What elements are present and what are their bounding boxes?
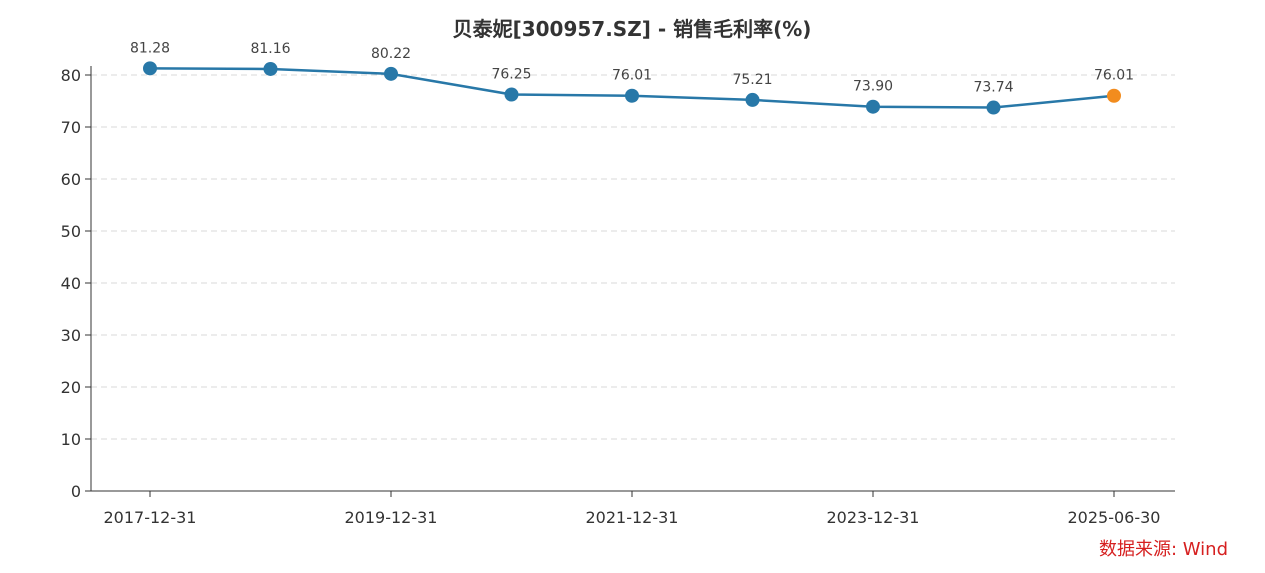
chart-title: 贝泰妮[300957.SZ] - 销售毛利率(%) xyxy=(453,17,812,41)
data-label: 76.01 xyxy=(1094,68,1134,84)
data-point xyxy=(866,99,880,114)
series xyxy=(143,61,1121,115)
x-tick-label: 2023-12-31 xyxy=(827,508,920,527)
data-point xyxy=(504,87,519,102)
y-tick-label: 20 xyxy=(61,378,81,397)
y-tick-label: 30 xyxy=(61,326,81,345)
y-tick-label: 70 xyxy=(61,118,81,137)
data-label: 81.28 xyxy=(130,40,170,56)
data-label: 73.74 xyxy=(973,80,1013,96)
y-tick-label: 80 xyxy=(61,66,81,85)
y-tick-label: 50 xyxy=(61,222,81,241)
y-tick-label: 0 xyxy=(71,482,81,501)
axes: 0 10 20 30 40 50 60 70 80 2017-12-31 2019-12-31 202… xyxy=(61,66,1175,527)
data-labels: 81.28 81.16 80.22 76.25 76.01 75.21 73.90 73.74… xyxy=(130,40,1134,95)
data-label: 76.01 xyxy=(612,68,652,84)
data-label: 75.21 xyxy=(732,72,772,88)
source-note: 数据来源: Wind xyxy=(1099,539,1228,560)
data-label: 76.25 xyxy=(491,67,531,83)
data-point xyxy=(986,100,1001,115)
data-label: 81.16 xyxy=(250,41,290,57)
data-point xyxy=(263,61,278,76)
data-label: 80.22 xyxy=(371,46,411,62)
x-tick-label: 2025-06-30 xyxy=(1068,508,1161,527)
data-point xyxy=(143,61,157,76)
x-tick-label: 2021-12-31 xyxy=(586,508,679,527)
data-point xyxy=(625,88,639,103)
x-tick-label: 2017-12-31 xyxy=(104,508,197,527)
y-tick-label: 10 xyxy=(61,430,81,449)
data-point xyxy=(384,66,398,81)
y-tick-label: 60 xyxy=(61,170,81,189)
x-tick-label: 2019-12-31 xyxy=(345,508,438,527)
data-point xyxy=(745,92,760,107)
data-point xyxy=(1107,88,1121,103)
grid xyxy=(91,74,1175,440)
y-tick-label: 40 xyxy=(61,274,81,293)
data-label: 73.90 xyxy=(853,79,893,95)
